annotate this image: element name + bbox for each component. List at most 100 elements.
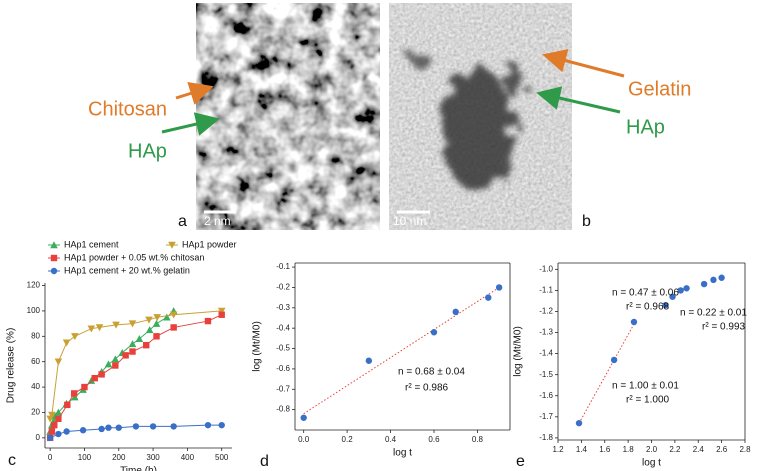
y-tick-label: -0.2 [276,283,290,292]
annotation: n = 1.00 ± 0.01 [612,381,679,392]
marker [55,430,62,438]
marker [46,434,54,442]
marker [129,348,136,355]
marker [662,301,669,309]
marker [169,311,178,319]
micrograph-a [196,3,380,230]
legend-label: HAp1 powder + 0.05 wt.% chitosan [64,252,204,262]
marker [70,390,78,397]
arrow [161,112,220,136]
x-tick-label: 1.4 [576,445,588,454]
marker [145,326,154,334]
fit-line [303,287,500,415]
marker [111,355,120,363]
marker [135,335,144,343]
y-tick-label: -1.6 [539,391,553,400]
marker [50,241,58,249]
marker [95,324,104,332]
marker [87,325,96,333]
marker [365,357,373,364]
marker [300,414,307,421]
y-tick-label: -1.2 [539,307,553,316]
marker [145,316,153,324]
series-line [49,310,175,432]
annotation: Chitosan [88,98,167,120]
marker [50,254,58,262]
scale-label: 10 nm [393,214,426,228]
annotation: n = 0.22 ± 0.01 [680,308,747,319]
annotation: HAp [626,116,665,138]
annotation: n = 0.68 ± 0.04 [398,367,465,378]
marker [112,321,120,329]
marker [71,393,79,401]
y-tick-label: -0.3 [276,303,290,312]
marker [62,339,71,347]
marker [710,276,717,284]
y-tick-label: -0.6 [276,364,290,373]
y-tick-label: 20 [31,408,40,417]
x-tick-label: 1.6 [599,445,611,454]
arrow [175,81,214,105]
x-tick-label: 2.0 [646,445,658,454]
annotation: r² = 0.993 [702,322,746,333]
marker [132,423,140,430]
marker [50,267,58,275]
marker [48,411,56,419]
x-tick-label: 0.2 [342,435,354,444]
panel-label: b [582,213,591,230]
y-tick-label: -0.7 [276,384,290,393]
x-tick-label: 0.6 [428,435,440,444]
x-axis-label: log t [642,458,661,469]
x-tick-label: 400 [181,453,195,462]
y-tick-label: -1.5 [539,370,553,379]
fit-line [578,323,635,424]
annotation: n = 0.47 ± 0.06 [612,288,679,299]
annotation: HAp [128,140,167,162]
marker [218,311,225,318]
marker [168,241,176,249]
y-axis-label: log (Mt/M0) [513,326,524,377]
marker [152,319,161,327]
y-tick-label: -0.1 [276,262,290,271]
y-tick-label: 80 [31,331,40,340]
marker [630,318,638,326]
marker [153,314,161,322]
marker [128,340,137,348]
marker [81,383,88,391]
marker [610,356,618,364]
particle [410,52,523,192]
y-tick-label: -0.8 [276,405,290,414]
y-tick-label: -0.4 [276,323,290,332]
marker [64,401,71,409]
marker [204,317,212,325]
marker [98,371,105,378]
marker [63,428,70,435]
marker [128,320,137,328]
y-tick-label: 60 [31,357,40,366]
marker [218,421,225,429]
x-tick-label: 2.6 [716,445,728,454]
marker [104,360,113,368]
x-tick-label: 0 [48,453,53,462]
marker [55,415,62,423]
marker [170,324,177,331]
legend-label: HAp1 cement [64,239,119,249]
x-tick-label: 200 [112,453,126,462]
y-tick-label: -1.7 [539,412,553,421]
x-tick-label: 0.0 [298,435,310,444]
marker [204,421,212,429]
y-tick-label: -1.0 [539,264,553,273]
y-axis-label: log (Mt/M0) [252,321,263,372]
marker [677,287,684,294]
annotation: r² = 1.000 [626,395,670,406]
marker [115,424,122,431]
panel-label: c [8,452,16,469]
marker [170,423,177,430]
panel-label: d [260,453,269,470]
x-tick-label: 2.8 [739,445,751,454]
x-axis-label: log t [393,448,412,459]
y-tick-label: 40 [31,382,40,391]
x-tick-label: 0.4 [385,435,397,444]
marker [143,341,150,349]
marker [430,329,438,336]
